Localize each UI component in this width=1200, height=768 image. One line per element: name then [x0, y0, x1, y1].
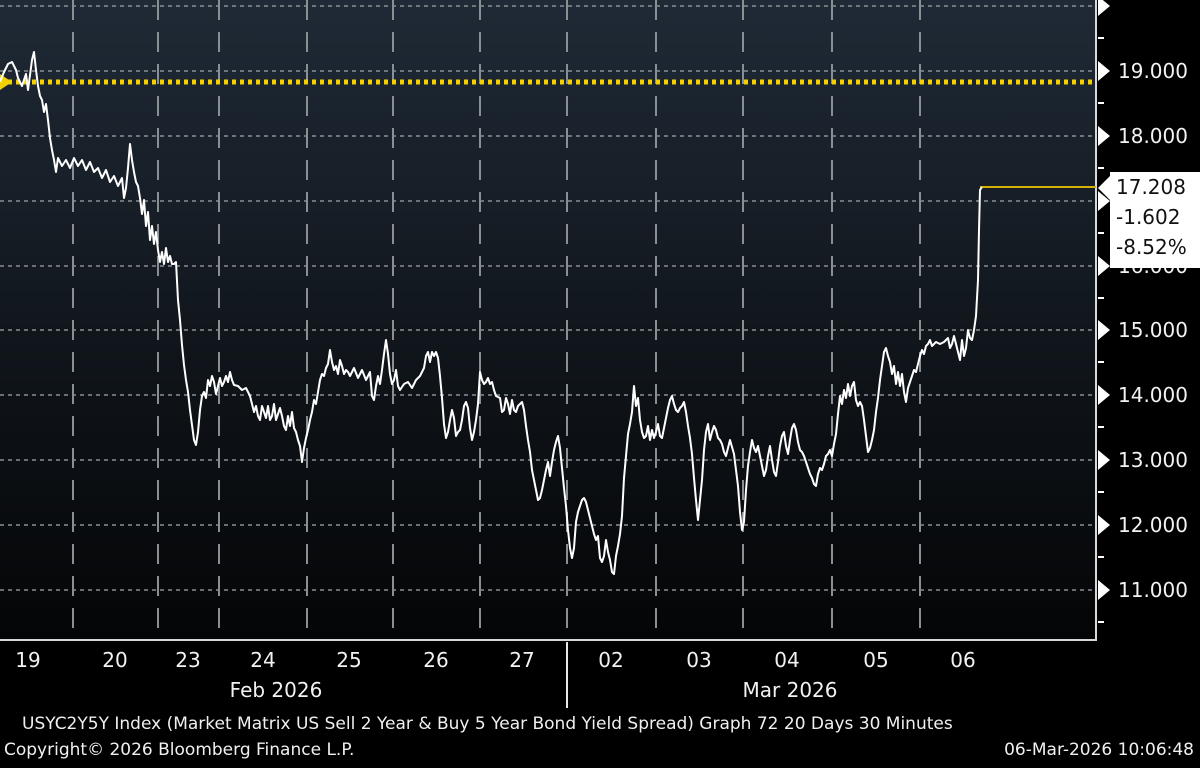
net-change: -1.602 — [1116, 205, 1181, 229]
x-tick-label: 27 — [509, 648, 535, 672]
month-label-mar: Mar 2026 — [742, 678, 838, 702]
y-tick-label: 18.000 — [1118, 124, 1188, 148]
x-tick-label: 25 — [336, 648, 362, 672]
percent-change: -8.52% — [1116, 235, 1187, 259]
x-tick-label: 19 — [15, 648, 41, 672]
y-tick-label: 13.000 — [1118, 448, 1188, 472]
y-tick-label: 14.000 — [1118, 383, 1188, 407]
y-tick-label: 11.000 — [1118, 578, 1188, 602]
y-tick-label: 19.000 — [1118, 59, 1188, 83]
reference-arrow-icon — [0, 74, 12, 90]
last-value-box: 17.208 -1.602 -8.52% — [1098, 172, 1200, 268]
x-tick-label: 04 — [774, 648, 800, 672]
x-tick-label: 03 — [686, 648, 712, 672]
y-tick-label: 15.000 — [1118, 318, 1188, 342]
y-axis — [1098, 0, 1110, 623]
timestamp: 06-Mar-2026 10:06:48 — [1004, 740, 1194, 760]
horizontal-gridlines — [0, 5, 1096, 591]
x-tick-label: 02 — [598, 648, 624, 672]
x-tick-label: 26 — [423, 648, 449, 672]
last-value: 17.208 — [1116, 175, 1186, 199]
vertical-gridlines — [72, 0, 921, 640]
x-tick-label: 24 — [250, 648, 276, 672]
x-tick-label: 20 — [102, 648, 128, 672]
month-label-feb: Feb 2026 — [229, 678, 323, 702]
plot-area — [0, 0, 1096, 640]
x-tick-label: 06 — [950, 648, 976, 672]
x-tick-label: 05 — [863, 648, 889, 672]
y-tick-label: 12.000 — [1118, 513, 1188, 537]
chart-caption: USYC2Y5Y Index (Market Matrix US Sell 2 … — [22, 714, 953, 734]
price-series-line — [0, 51, 983, 575]
x-tick-label: 23 — [175, 648, 201, 672]
copyright-text: Copyright© 2026 Bloomberg Finance L.P. — [4, 740, 355, 760]
